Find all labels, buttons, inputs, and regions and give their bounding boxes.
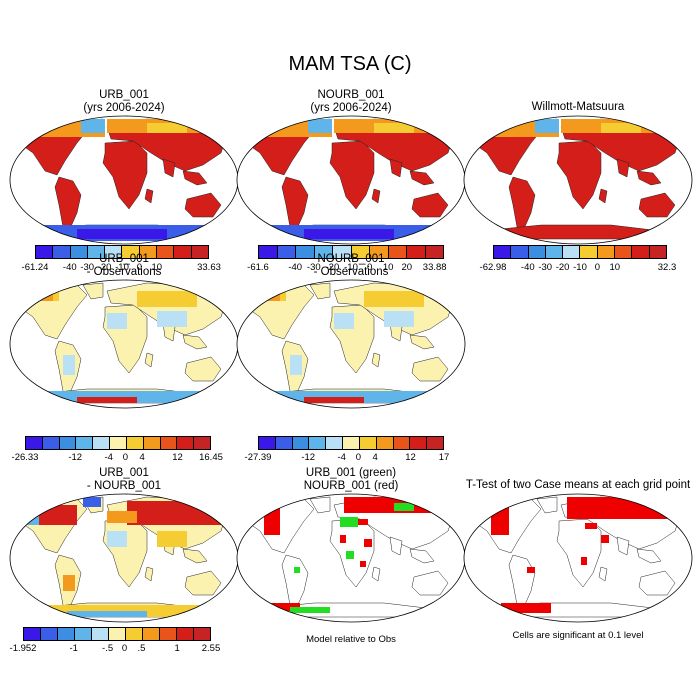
colorbar-nourb-minus-obs (258, 436, 444, 450)
colorbar-obs (493, 245, 667, 259)
map-urb-minus-nourb (7, 491, 241, 625)
panel-title-nourb-minus-obs: NOURB_001- Observations (313, 253, 389, 278)
colorbar-urb-minus-obs (25, 436, 211, 450)
colorbar-nourb-mean (258, 245, 444, 259)
map-ttest (461, 491, 695, 625)
map-urb-minus-obs (7, 277, 241, 411)
colorbar-ticks-urb-minus-obs: -26.33 -12 -4 0 4 12 16.45 (11, 452, 223, 463)
colorbar-urb-minus-nourb (23, 627, 211, 641)
panel-title-urb-minus-obs: URB_001- Observations (86, 253, 162, 278)
colorbar-ticks-urb-mean: -61.24 -40 -30 -20 -10 0 10 33.63 (21, 262, 221, 273)
map-observations (461, 113, 695, 247)
panel-title-obs: Willmott-Matsuura (531, 101, 625, 113)
panel-title-nourb-mean: NOURB_001 (yrs 2006-2024) (310, 89, 392, 114)
panel-title-urb-minus-nourb: URB_001- NOURB_001 (86, 467, 162, 492)
panel-title-urb-mean: URB_001 (yrs 2006-2024) (83, 89, 165, 114)
colorbar-ticks-urb-minus-nourb: -1.952 -1 -.5 0 .5 1 2.55 (9, 643, 221, 654)
colorbar-ticks-nourb-minus-obs: -27.39 -12 -4 0 4 12 17 (244, 452, 450, 463)
note-significance-level: Cells are significant at 0.1 level (512, 630, 644, 641)
panel-title-significance: URB_001 (green) NOURB_001 (red) (303, 467, 399, 492)
colorbar-urb-mean (35, 245, 209, 259)
map-urb-mean (7, 113, 241, 247)
panel-title-ttest: T-Test of two Case means at each grid po… (465, 479, 691, 491)
figure-title: MAM TSA (C) (288, 53, 412, 75)
colorbar-ticks-obs: -62.98 -40 -30 -20 -10 0 10 32.3 (479, 262, 677, 273)
note-model-relative: Model relative to Obs (306, 634, 396, 645)
map-nourb-minus-obs (234, 277, 468, 411)
colorbar-ticks-nourb-mean: -61.6 -40 -30 -20 -10 0 10 20 33.88 (247, 262, 447, 273)
map-significance-vs-obs (234, 491, 468, 625)
map-nourb-mean (234, 113, 468, 247)
